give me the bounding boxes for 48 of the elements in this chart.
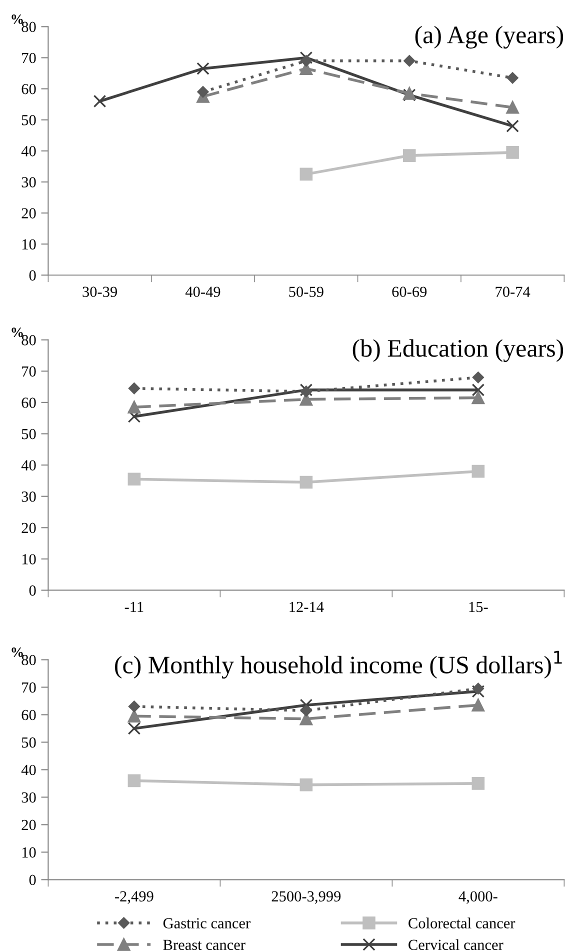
y-tick-label: 40 bbox=[21, 146, 36, 156]
y-tick-label: 10 bbox=[22, 554, 36, 564]
x-tick-label: -11 bbox=[124, 602, 144, 612]
y-tick-label: 50 bbox=[22, 114, 36, 126]
y-axis-title: % bbox=[12, 328, 23, 338]
x-tick-label: 40-49 bbox=[185, 286, 220, 297]
y-tick-label: 0 bbox=[29, 874, 36, 886]
x-tick-label: 60-69 bbox=[392, 286, 427, 297]
y-tick-label: 80 bbox=[22, 654, 36, 666]
y-tick-label: 20 bbox=[22, 820, 36, 830]
y-tick-label: 70 bbox=[22, 682, 36, 693]
x-tick-label: 12-14 bbox=[290, 602, 324, 612]
y-tick-label: 60 bbox=[22, 84, 36, 94]
y-tick-label: 0 bbox=[29, 270, 36, 281]
y-tick-label: 20 bbox=[22, 522, 36, 534]
chart-title: (c) Monthly household income (US dollars)$^{1}$ bbox=[115, 650, 562, 679]
x-tick-label: 70-74 bbox=[496, 286, 530, 297]
y-tick-label: 60 bbox=[22, 710, 36, 720]
y-tick-label: 30 bbox=[22, 491, 36, 502]
y-tick-label: 0 bbox=[29, 585, 36, 596]
x-tick-label: 4,000- bbox=[458, 891, 498, 904]
x-tick-label: 50-59 bbox=[289, 286, 324, 297]
x-tick-label: -2,499 bbox=[115, 891, 154, 904]
legend-label: Breast cancer bbox=[163, 940, 246, 950]
y-tick-label: 50 bbox=[22, 428, 36, 440]
y-tick-label: 10 bbox=[22, 239, 36, 250]
y-tick-label: 70 bbox=[22, 366, 36, 377]
y-tick-label: 20 bbox=[22, 208, 36, 218]
y-tick-label: 40 bbox=[21, 460, 36, 471]
chart-title: (a) Age (years) bbox=[415, 26, 564, 49]
y-tick-label: 30 bbox=[22, 177, 36, 188]
y-tick-label: 80 bbox=[22, 335, 36, 346]
y-tick-label: 50 bbox=[22, 737, 36, 748]
x-tick-label: 2500-3,999 bbox=[272, 891, 341, 904]
chart-title: (b) Education (years) bbox=[352, 339, 564, 362]
x-tick-label: 30-39 bbox=[82, 286, 117, 297]
y-tick-label: 40 bbox=[21, 764, 36, 776]
y-tick-label: 30 bbox=[22, 792, 36, 803]
x-tick-label: 15- bbox=[469, 602, 488, 612]
y-tick-label: 70 bbox=[22, 52, 36, 64]
legend-label: Colorectal cancer bbox=[408, 918, 516, 928]
y-tick-label: 60 bbox=[22, 398, 36, 408]
legend-label: Gastric cancer bbox=[163, 918, 250, 928]
legend-label: Cervical cancer bbox=[408, 939, 504, 950]
y-tick-label: 80 bbox=[22, 22, 36, 32]
y-axis-title: % bbox=[12, 14, 23, 24]
y-tick-label: 10 bbox=[22, 847, 36, 858]
y-axis-title: % bbox=[12, 648, 23, 657]
